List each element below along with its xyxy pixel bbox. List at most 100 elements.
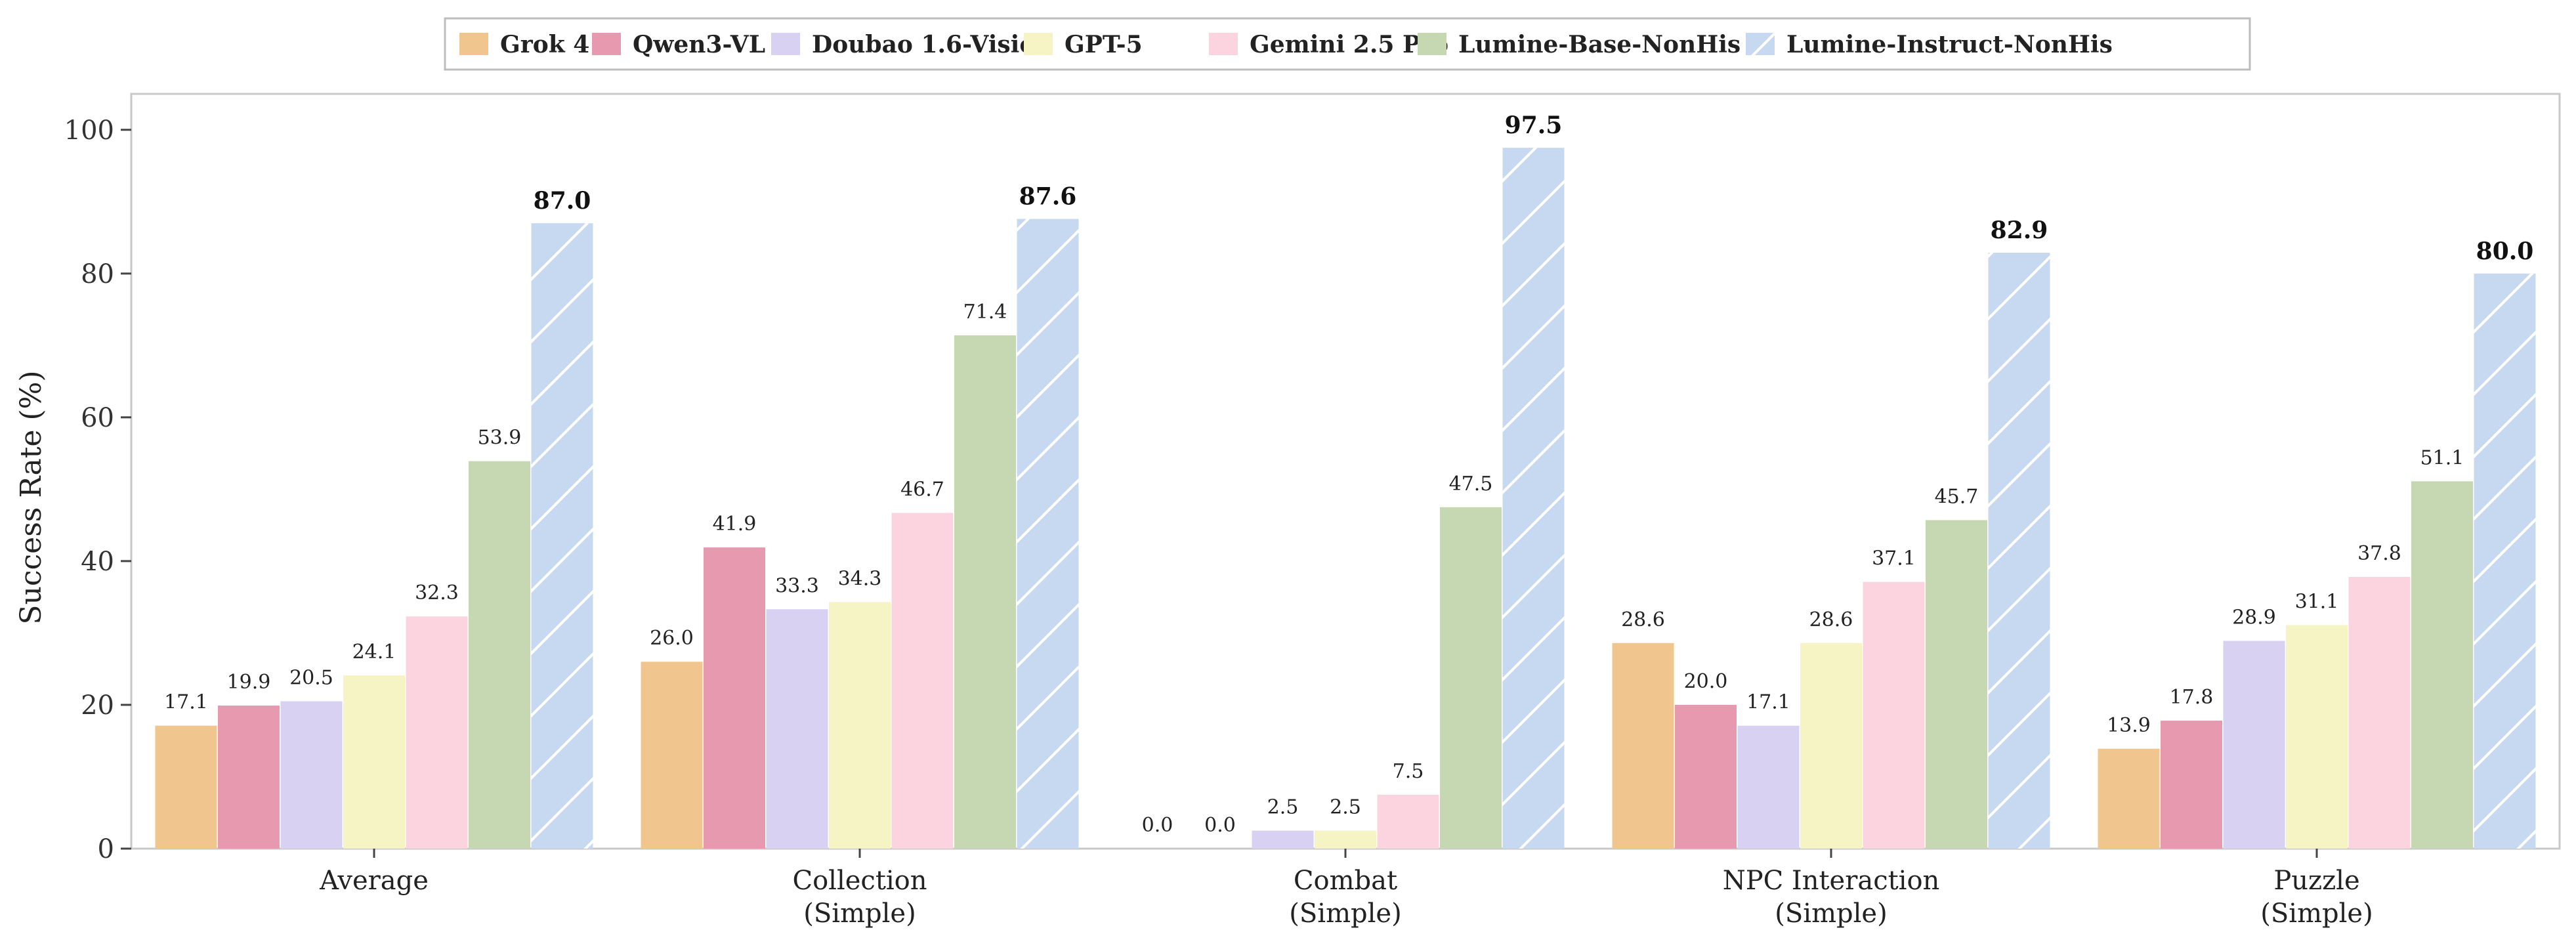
legend-swatch — [592, 33, 621, 55]
bar — [1440, 507, 1502, 849]
data-label: 0.0 — [1204, 814, 1236, 837]
legend-label: Gemini 2.5 Pro — [1250, 31, 1448, 58]
bar — [704, 547, 765, 849]
legend-label: Grok 4 — [500, 31, 589, 58]
bar — [1252, 830, 1314, 849]
bar — [641, 662, 703, 849]
bar — [343, 675, 405, 849]
data-label: 97.5 — [1505, 112, 1563, 139]
bar — [891, 513, 954, 849]
y-tick-label: 0 — [98, 834, 114, 864]
bars — [155, 148, 2536, 849]
y-axis-label: Success Rate (%) — [14, 370, 48, 624]
bar — [2348, 577, 2411, 849]
bar — [1800, 643, 1862, 849]
data-label: 87.6 — [1019, 183, 1077, 211]
legend: Grok 4 Qwen3-VL Doubao 1.6-Vision GPT-5 Gemi… — [444, 17, 2251, 71]
y-tick-label: 60 — [81, 403, 114, 433]
bar — [1926, 520, 1987, 849]
data-label: 46.7 — [900, 478, 944, 501]
bar — [829, 602, 891, 849]
bar — [218, 706, 280, 849]
legend-label: Lumine-Base-NonHis — [1458, 31, 1741, 58]
data-label: 33.3 — [775, 574, 819, 597]
bar — [1863, 581, 1925, 849]
bar — [954, 335, 1016, 849]
y-tick-label: 20 — [81, 690, 114, 721]
data-label: 28.9 — [2232, 606, 2276, 629]
y-tick-label: 80 — [81, 259, 114, 289]
data-label: 51.1 — [2420, 446, 2464, 469]
x-tick-label: Collection (Simple) — [792, 866, 927, 929]
x-tick-label-line: Collection — [792, 866, 927, 896]
x-tick-label-line: (Simple) — [1289, 898, 1401, 929]
bar — [280, 701, 343, 849]
data-label: 41.9 — [713, 513, 757, 536]
legend-swatch — [1024, 33, 1053, 55]
data-label: 80.0 — [2476, 238, 2534, 265]
data-label: 37.1 — [1872, 547, 1916, 570]
legend-swatch-hatch — [1746, 33, 1775, 55]
legend-item: Grok 4 — [459, 31, 589, 58]
bar — [2286, 625, 2348, 849]
legend-swatch — [459, 33, 488, 55]
x-tick-label: NPC Interaction (Simple) — [1723, 866, 1940, 929]
data-label: 31.1 — [2295, 590, 2339, 613]
data-label: 2.5 — [1330, 796, 1361, 819]
data-label: 17.1 — [1746, 691, 1790, 714]
bar — [766, 609, 828, 849]
data-label: 20.0 — [1684, 670, 1728, 693]
value-labels: 17.1 19.9 20.5 24.1 32.3 53.9 87.0 26.0 41.9 33.3… — [164, 112, 2533, 837]
legend-item: Lumine-Instruct-NonHis — [1746, 31, 2113, 58]
legend-swatch — [1418, 33, 1446, 55]
data-label: 2.5 — [1267, 796, 1299, 819]
bar — [155, 725, 217, 849]
x-tick-label-line: (Simple) — [2260, 898, 2373, 929]
x-tick-label-line: Combat — [1294, 866, 1397, 896]
legend-swatch — [771, 33, 800, 55]
x-tick-label-line: Puzzle — [2273, 866, 2359, 896]
bar-hatch — [1017, 219, 1079, 849]
legend-label: Qwen3-VL — [633, 31, 765, 58]
data-label: 32.3 — [415, 581, 459, 604]
y-tick-label: 40 — [81, 547, 114, 577]
legend-frame — [444, 17, 2251, 71]
x-tick-label-line: Average — [319, 866, 429, 896]
legend-item: Lumine-Base-NonHis — [1418, 31, 1741, 58]
data-label: 28.6 — [1621, 608, 1665, 631]
legend-label: GPT-5 — [1065, 31, 1143, 58]
x-tick-label-line: (Simple) — [1775, 898, 1887, 929]
data-label: 53.9 — [478, 427, 522, 450]
bar — [2161, 721, 2222, 849]
bar — [1377, 794, 1439, 849]
legend-swatch — [1209, 33, 1238, 55]
bar — [2098, 748, 2160, 849]
bar — [2411, 481, 2473, 849]
x-tick-label: Puzzle (Simple) — [2260, 866, 2373, 929]
data-label: 26.0 — [650, 627, 694, 650]
bar-hatch — [1502, 148, 1565, 849]
x-tick-label: Average — [319, 866, 429, 896]
legend-item: Doubao 1.6-Vision — [771, 31, 1053, 58]
data-label: 34.3 — [838, 567, 882, 590]
bar — [2223, 641, 2285, 849]
bar-hatch — [1988, 253, 2050, 849]
y-tick-label: 100 — [64, 116, 114, 146]
data-label: 17.8 — [2170, 686, 2214, 709]
data-label: 82.9 — [1991, 217, 2048, 244]
x-tick-label: Combat (Simple) — [1289, 866, 1401, 929]
data-label: 28.6 — [1809, 608, 1853, 631]
data-label: 17.1 — [164, 691, 208, 714]
data-label: 24.1 — [352, 641, 396, 664]
bar-hatch — [531, 223, 593, 849]
data-label: 37.8 — [2357, 542, 2401, 565]
x-tick-label-line: NPC Interaction — [1723, 866, 1940, 896]
data-label: 45.7 — [1935, 485, 1979, 508]
data-label: 87.0 — [534, 187, 591, 215]
data-label: 13.9 — [2107, 714, 2151, 737]
bar — [1737, 725, 1800, 849]
data-label: 7.5 — [1393, 760, 1424, 783]
bar — [406, 616, 468, 849]
